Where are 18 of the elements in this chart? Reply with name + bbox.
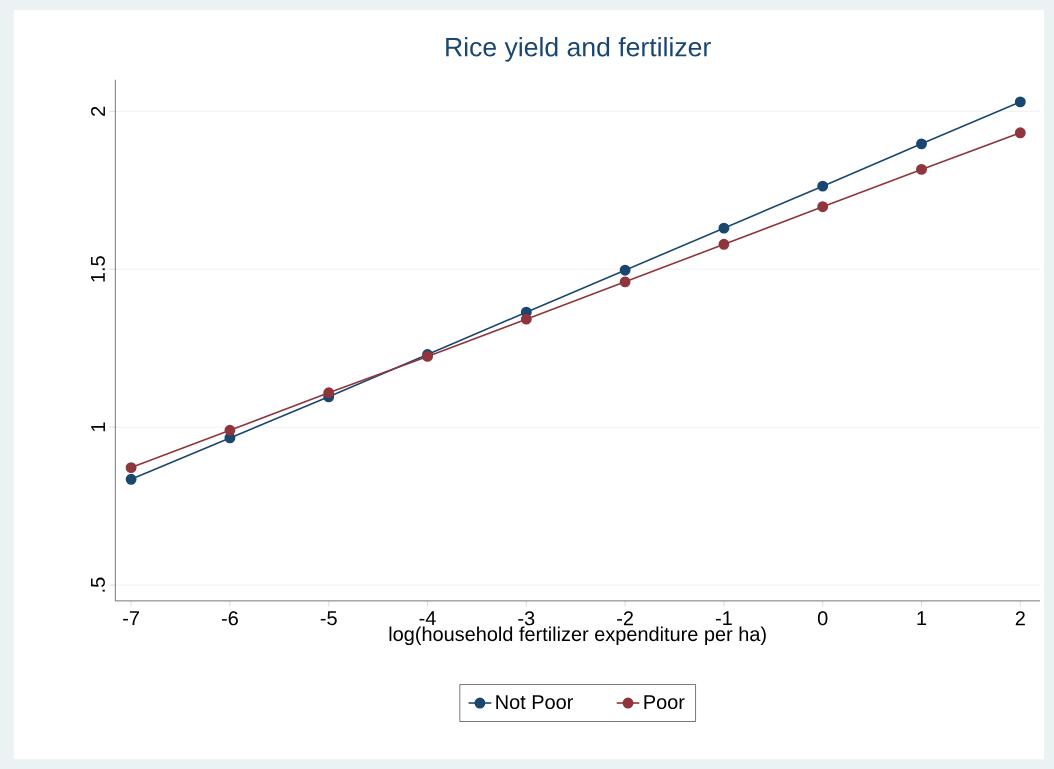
x-tick-label: 1 [917,611,927,625]
x-tick-label: -5 [320,611,337,626]
x-tick-label: -7 [123,611,139,625]
y-tick-label: 2 [91,106,105,116]
x-tick-label: -2 [617,611,633,626]
x-axis-title: log(household fertilizer expenditure per ha) [389,626,766,645]
x-tick-label: -6 [221,611,238,626]
y-tick-label: 1.5 [91,256,105,282]
x-tick-label: 2 [1015,611,1025,626]
x-tick-label: -4 [419,611,436,625]
legend-label: Poor [644,695,685,709]
chart-title: Rice yield and fertilizer [446,36,711,62]
x-tick-label: -3 [518,611,535,626]
x-tick-label: -1 [715,611,732,625]
x-tick-label: 0 [817,611,828,626]
legend-label: Not Poor [496,695,573,709]
y-tick-label: .5 [91,577,105,592]
y-tick-label: 1 [91,422,105,432]
